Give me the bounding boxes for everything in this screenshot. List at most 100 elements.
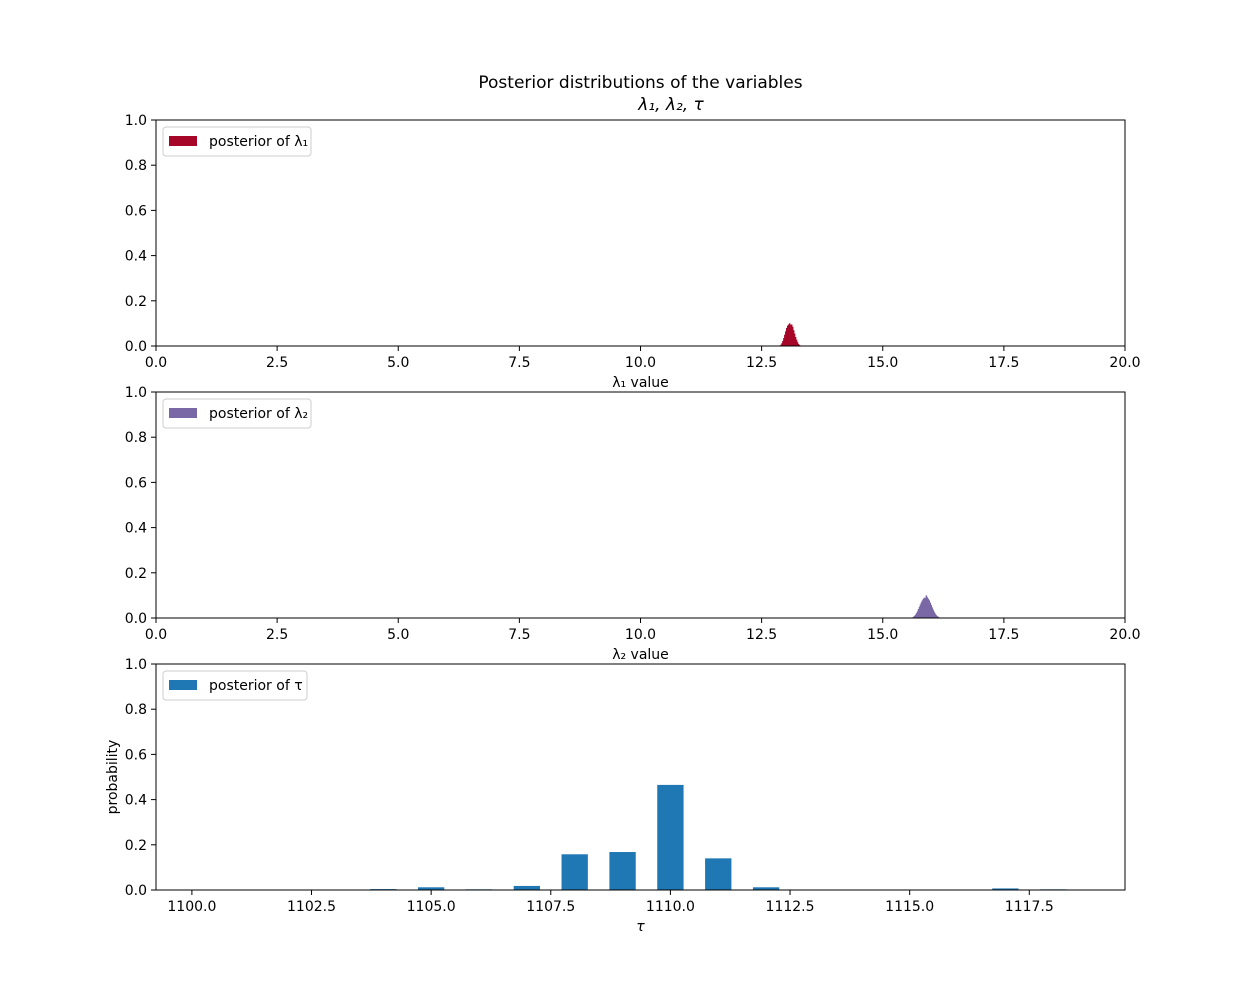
lambda1-xtick-label: 17.5 <box>988 355 1019 371</box>
lambda1-legend-swatch <box>169 136 197 146</box>
lambda1-legend-box <box>162 126 312 157</box>
tau-ytick-label: 0.2 <box>125 838 147 854</box>
tau-xtick-label: 1102.5 <box>287 899 336 915</box>
tau-xtick-label: 1110.0 <box>646 899 695 915</box>
lambda2-xtick-label: 17.5 <box>988 627 1019 643</box>
tau-bar <box>752 887 780 890</box>
lambda1-xtick-label: 12.5 <box>746 355 777 371</box>
figure-title: Posterior distributions of the variables <box>478 73 802 93</box>
lambda1-bar <box>791 326 794 346</box>
lambda2-bar <box>926 597 929 618</box>
tau-bar <box>705 858 732 890</box>
lambda2-bar <box>916 611 919 618</box>
lambda1-bar <box>786 327 788 346</box>
tau-xtick-label: 1100.0 <box>167 899 216 915</box>
tau-xtick-label: 1112.5 <box>766 899 815 915</box>
lambda1-ytick-label: 0.6 <box>125 203 147 219</box>
figure-subtitle: λ₁, λ₂, τ <box>637 95 704 115</box>
lambda2-xtick-label: 7.5 <box>508 627 530 643</box>
lambda2-ytick-label: 0.2 <box>125 566 147 582</box>
lambda1-bar <box>796 342 799 346</box>
lambda1-bar <box>784 334 786 346</box>
lambda1-xtick-label: 2.5 <box>266 355 288 371</box>
lambda2-bar <box>929 602 932 618</box>
lambda1-bar <box>780 344 782 346</box>
lambda1-xtick-label: 20.0 <box>1109 355 1140 371</box>
lambda2-ytick-label: 0.6 <box>125 475 147 491</box>
lambda2-bar <box>915 613 918 618</box>
lambda1-legend-label: posterior of λ₁ <box>209 134 308 150</box>
tau-bar <box>561 854 588 890</box>
lambda1-xtick-label: 7.5 <box>508 355 530 371</box>
lambda2-bar <box>931 607 933 618</box>
lambda1-bar <box>785 331 787 346</box>
lambda2-bar <box>914 614 917 618</box>
lambda2-bar <box>919 604 922 618</box>
lambda1-bar <box>789 325 792 346</box>
lambda2-subplot: 0.0 2.5 5.0 7.5 10.0 12.5 15.0 17.5 20.0 0.0 0.2 0.… <box>125 385 1141 663</box>
tau-xtick-label: 1105.0 <box>407 899 456 915</box>
lambda2-xtick-label: 10.0 <box>625 627 656 643</box>
lambda1-bar <box>788 323 791 346</box>
lambda1-xtick-label: 15.0 <box>867 355 898 371</box>
lambda2-bar <box>932 609 934 618</box>
lambda2-ytick-label: 0.4 <box>125 521 147 537</box>
lambda2-bar <box>920 602 923 618</box>
lambda1-ytick-label: 0.2 <box>125 294 147 310</box>
lambda1-bar <box>783 338 785 346</box>
tau-legend-label: posterior of τ <box>209 678 303 694</box>
lambda2-legend-box <box>162 398 312 429</box>
lambda2-xtick-label: 5.0 <box>387 627 409 643</box>
lambda2-ytick-label: 1.0 <box>125 385 147 401</box>
lambda2-bar <box>934 613 936 618</box>
tau-bar <box>417 887 445 890</box>
lambda2-xtick-label: 15.0 <box>867 627 898 643</box>
lambda1-bar <box>792 330 795 346</box>
lambda1-ytick-label: 0.8 <box>125 158 147 174</box>
tau-xtick-label: 1117.5 <box>1005 899 1054 915</box>
lambda1-bar <box>781 343 783 346</box>
lambda2-bar <box>913 615 916 618</box>
lambda2-xtick-label: 0.0 <box>145 627 167 643</box>
lambda2-bar <box>917 608 920 618</box>
lambda1-bar <box>794 336 797 346</box>
lambda2-bar <box>936 615 938 618</box>
lambda1-ytick-label: 0.0 <box>125 339 147 355</box>
lambda1-bar <box>782 341 784 346</box>
tau-ytick-label: 0.0 <box>125 883 147 899</box>
lambda1-bar <box>790 324 793 346</box>
tau-bar <box>992 888 1019 890</box>
lambda2-bar <box>912 616 915 618</box>
lambda1-xtick-label: 5.0 <box>387 355 409 371</box>
tau-ytick-label: 0.6 <box>125 747 147 763</box>
tau-bar <box>657 784 684 890</box>
lambda2-xlabel: λ₂ value <box>612 647 669 663</box>
lambda2-bar <box>933 611 935 618</box>
lambda1-xlabel: λ₁ value <box>612 375 669 391</box>
lambda2-bar <box>922 598 925 618</box>
lambda1-xtick-label: 0.0 <box>145 355 167 371</box>
lambda1-bar <box>787 324 790 346</box>
lambda1-ytick-label: 0.4 <box>125 249 147 265</box>
tau-xtick-label: 1107.5 <box>526 899 575 915</box>
tau-legend-swatch <box>169 680 197 690</box>
lambda1-subplot: 0.0 2.5 5.0 7.5 10.0 12.5 15.0 17.5 20.0 0.0 0.2 0.… <box>125 113 1141 391</box>
lambda2-bar <box>923 597 926 618</box>
tau-ytick-label: 1.0 <box>125 657 147 673</box>
lambda1-bar <box>797 343 800 346</box>
lambda2-ytick-label: 0.0 <box>125 611 147 627</box>
lambda2-xtick-label: 20.0 <box>1109 627 1140 643</box>
lambda2-bar <box>925 595 928 618</box>
tau-bar <box>513 885 541 890</box>
lambda2-bar <box>928 600 931 618</box>
lambda1-ytick-label: 1.0 <box>125 113 147 129</box>
tau-bar <box>609 852 636 890</box>
lambda1-bar <box>786 325 789 346</box>
tau-ytick-label: 0.8 <box>125 702 147 718</box>
tau-ylabel: probability <box>105 740 121 815</box>
lambda2-bar <box>937 616 939 618</box>
tau-ytick-label: 0.4 <box>125 793 147 809</box>
tau-axes-frame <box>155 663 1126 891</box>
lambda2-xtick-label: 2.5 <box>266 627 288 643</box>
